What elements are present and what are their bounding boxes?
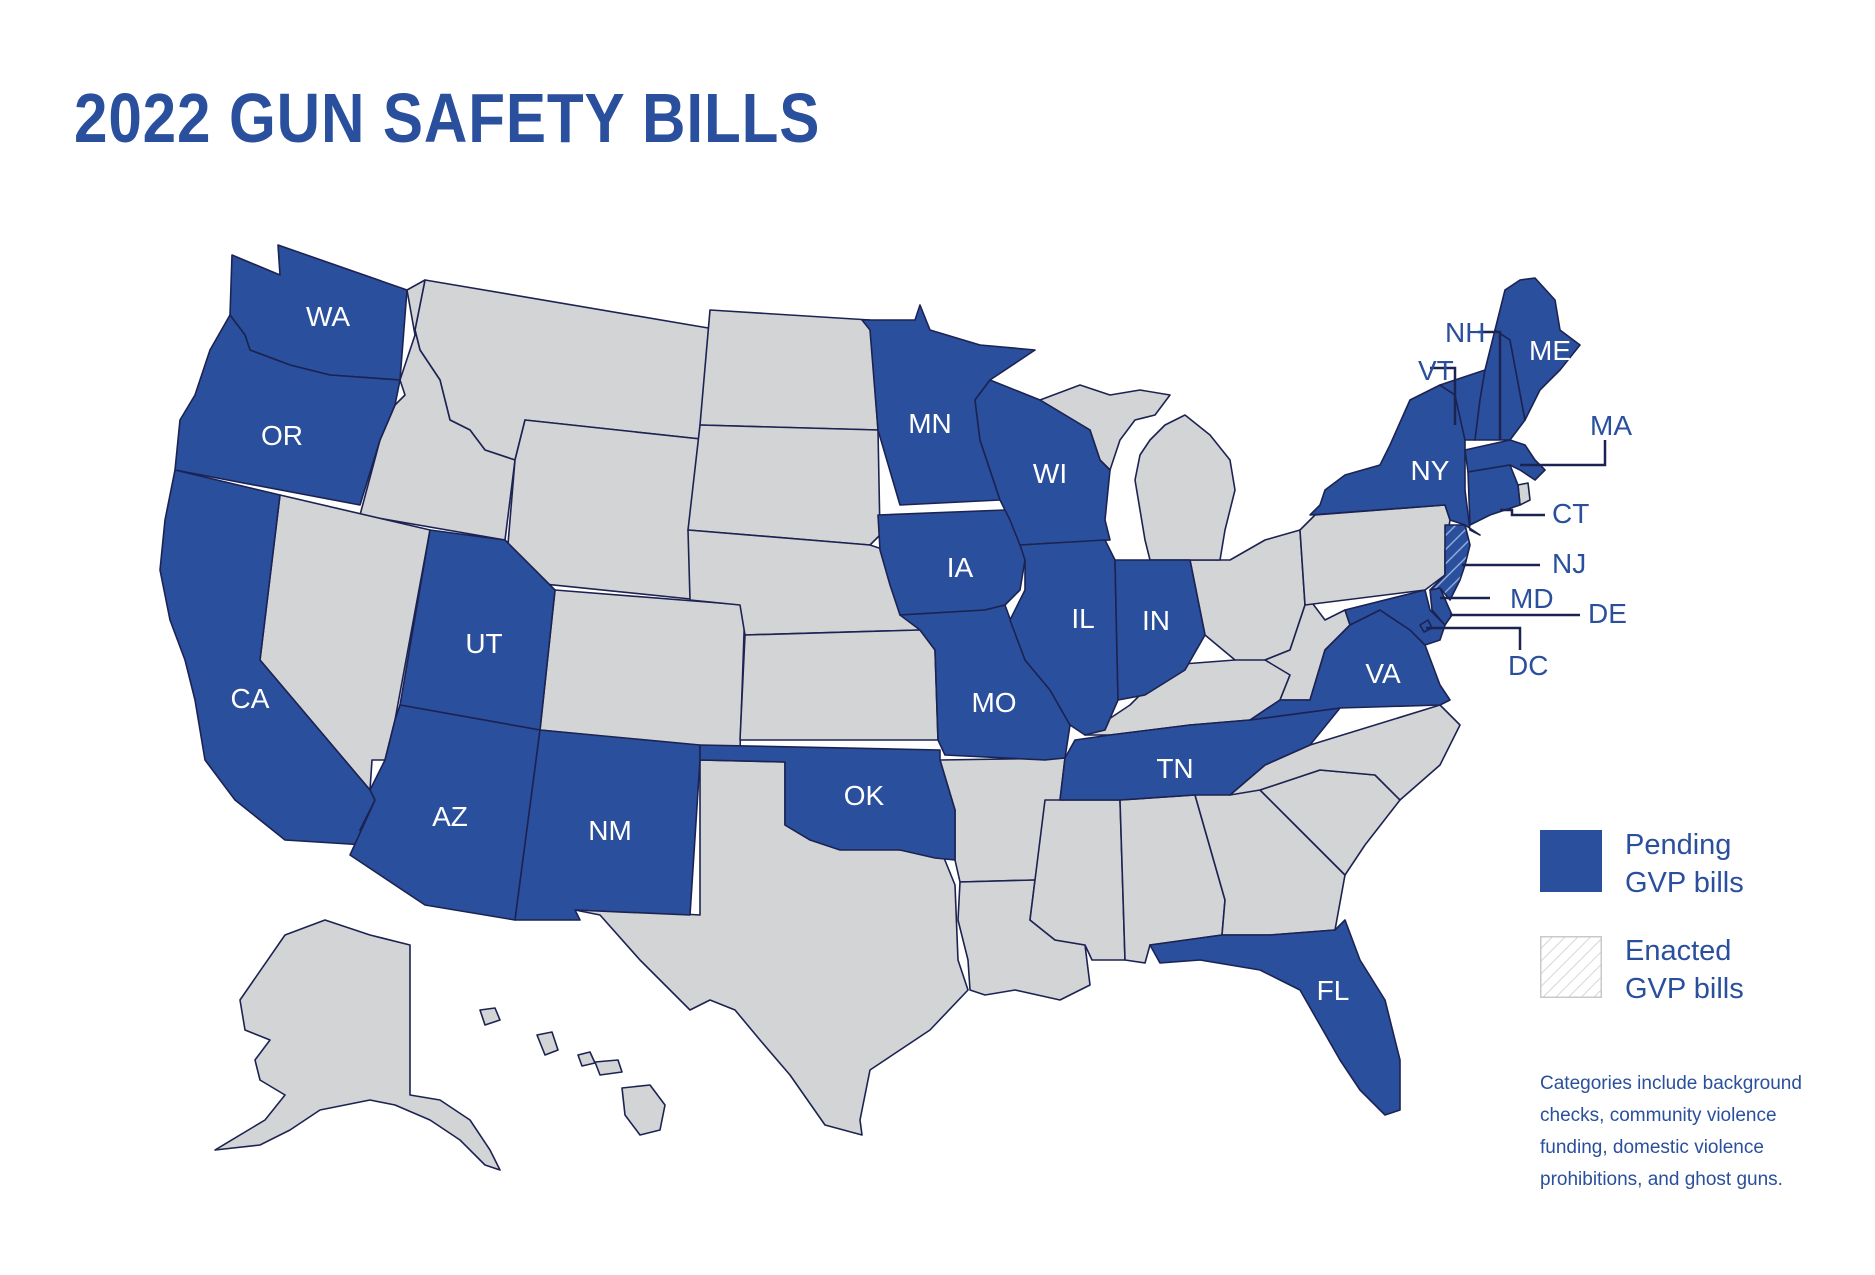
legend-enacted-line2: GVP bills [1625, 973, 1744, 1005]
state-in [1114, 559, 1206, 701]
state-wy [504, 419, 711, 601]
label-or: OR [261, 420, 303, 451]
state-md [1344, 589, 1446, 646]
state-ok [699, 744, 956, 861]
state-labels: WA OR CA UT AZ NM OK MN IA MO WI IL IN T… [231, 301, 1571, 1006]
state-hi-5 [621, 1084, 666, 1136]
label-fl: FL [1317, 975, 1350, 1006]
state-tn [1059, 707, 1341, 801]
label-mo: MO [971, 687, 1016, 718]
label-ca: CA [231, 683, 270, 714]
label-il: IL [1071, 603, 1094, 634]
state-fl [1149, 919, 1401, 1116]
label-tn: TN [1156, 753, 1193, 784]
state-hi-1 [479, 1007, 501, 1026]
leader-nh [1478, 330, 1502, 440]
label-vt: VT [1418, 355, 1454, 386]
legend-pending-line1: Pending [1625, 829, 1732, 861]
label-ok: OK [844, 780, 885, 811]
leader-vt [1430, 366, 1457, 425]
label-de: DE [1588, 598, 1627, 629]
state-hi-2 [536, 1031, 559, 1056]
state-ca [159, 469, 376, 846]
label-va: VA [1365, 658, 1401, 689]
legend-pending-line2: GVP bills [1625, 867, 1744, 899]
state-me [1494, 277, 1581, 421]
label-ma: MA [1590, 410, 1632, 441]
states-layer [159, 244, 1581, 1171]
state-ks [739, 629, 939, 741]
state-pa [1299, 504, 1451, 606]
map-title: 2022 GUN SAFETY BILLS [74, 79, 821, 157]
label-az: AZ [432, 801, 468, 832]
label-ny: NY [1411, 455, 1450, 486]
state-wi [974, 379, 1111, 546]
label-wa: WA [306, 301, 350, 332]
legend-enacted-line1: Enacted [1625, 935, 1732, 967]
legend-label-enacted: Enacted GVP bills [1625, 932, 1744, 1008]
state-sd [687, 424, 881, 546]
label-ut: UT [465, 628, 502, 659]
state-co [539, 589, 746, 751]
state-mi [1134, 414, 1236, 561]
state-ct [1467, 464, 1521, 526]
legend-swatch-enacted [1540, 936, 1602, 998]
callout-leaders [1426, 330, 1607, 650]
label-ia: IA [947, 552, 974, 583]
state-hi-4 [594, 1059, 623, 1076]
label-me: ME [1529, 335, 1571, 366]
label-nh: NH [1445, 317, 1485, 348]
legend-label-pending: Pending GVP bills [1625, 826, 1744, 902]
state-hi-3 [577, 1051, 596, 1067]
label-mn: MN [908, 408, 952, 439]
leader-dc [1426, 626, 1522, 650]
label-dc: DC [1508, 650, 1548, 681]
leader-ct [1500, 508, 1545, 517]
label-md: MD [1510, 583, 1554, 614]
label-ct: CT [1552, 498, 1589, 529]
leader-ma [1520, 440, 1607, 467]
state-ak [214, 919, 501, 1171]
label-in: IN [1142, 605, 1170, 636]
legend-swatch-pending [1540, 830, 1602, 892]
state-nd [699, 309, 879, 431]
label-wi: WI [1033, 458, 1067, 489]
state-nj [1429, 524, 1471, 601]
state-ut [399, 529, 556, 731]
state-or [174, 314, 401, 506]
callout-labels: NH VT MA CT NJ MD DE DC [1418, 317, 1632, 681]
label-nm: NM [588, 815, 632, 846]
label-nj: NJ [1552, 548, 1586, 579]
categories-note: Categories include background checks, co… [1540, 1073, 1802, 1190]
